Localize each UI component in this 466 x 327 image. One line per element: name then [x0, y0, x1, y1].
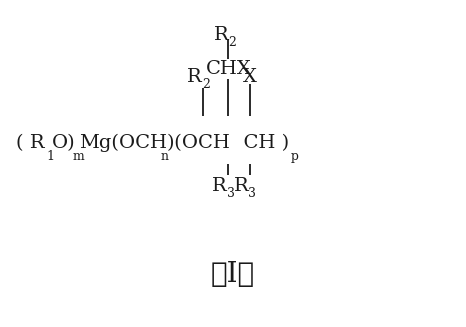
- Text: O): O): [52, 134, 75, 152]
- Text: 3: 3: [226, 187, 234, 200]
- Text: n: n: [161, 150, 169, 163]
- Text: p: p: [291, 150, 298, 163]
- Text: R: R: [187, 68, 202, 86]
- Text: CHX: CHX: [206, 60, 251, 78]
- Text: m: m: [73, 150, 84, 163]
- Text: R: R: [212, 177, 226, 195]
- Text: R: R: [213, 26, 228, 44]
- Text: (OCH: (OCH: [168, 134, 229, 152]
- Text: 1: 1: [47, 150, 55, 163]
- Text: R: R: [233, 177, 248, 195]
- Text: Mg(OCH): Mg(OCH): [79, 133, 175, 152]
- Text: ( R: ( R: [16, 134, 44, 152]
- Text: CH ): CH ): [231, 134, 289, 152]
- Text: 3: 3: [248, 187, 256, 200]
- Text: （I）: （I）: [211, 261, 255, 288]
- Text: 2: 2: [228, 36, 236, 49]
- Text: X: X: [243, 68, 257, 86]
- Text: 2: 2: [202, 78, 210, 91]
